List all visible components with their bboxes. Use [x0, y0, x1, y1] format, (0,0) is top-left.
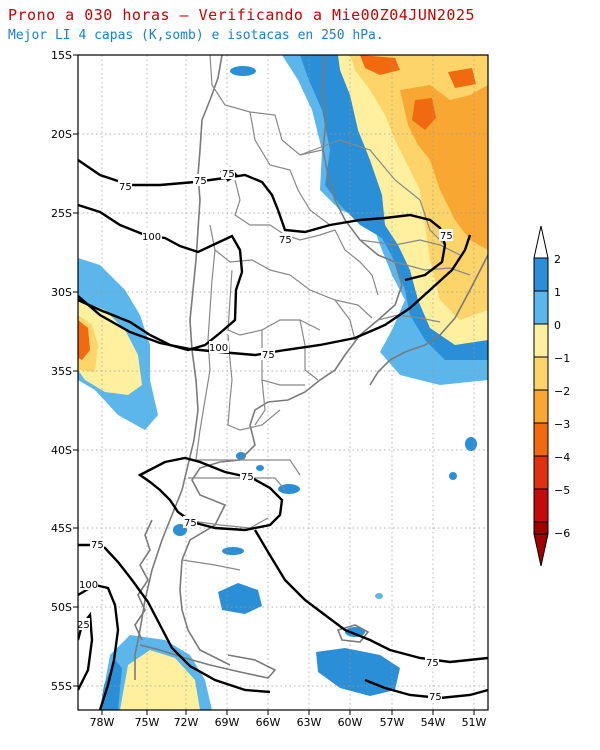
coastlines — [134, 55, 488, 680]
map-subtitle: Mejor LI 4 capas (K,somb) e isotacas en … — [8, 28, 384, 43]
shade-atl-spot1 — [316, 648, 400, 696]
shade-sw-paleyellow — [120, 650, 200, 710]
lon-label: 60W — [338, 716, 363, 729]
shade-ne-redorange2 — [412, 98, 436, 130]
map-area: 75 75 75 100 75 75 100 75 75 75 100 25 7… — [77, 55, 488, 710]
shade-ne-redorange — [360, 55, 400, 75]
isotach-label: 75 — [279, 235, 292, 246]
coast-east — [179, 55, 403, 666]
shade-spot6 — [278, 484, 300, 494]
colorbar-label: −6 — [554, 527, 570, 540]
coast-west — [134, 55, 223, 680]
isotach-label: 25 — [77, 620, 90, 631]
lon-label: 78W — [90, 716, 115, 729]
coast-brazil — [369, 254, 488, 386]
colorbar-swatch-1 — [533, 257, 549, 292]
colorbar-swatch-3 — [533, 323, 549, 358]
isotach-label: 75 — [429, 692, 442, 703]
colorbar-label: −5 — [554, 484, 570, 497]
lon-label: 75W — [135, 716, 160, 729]
colorbar-swatch-6 — [533, 422, 549, 457]
isotach-label: 75 — [426, 658, 439, 669]
isotach-label: 75 — [194, 176, 207, 187]
colorbar-swatch-4 — [533, 356, 549, 391]
isotach-label: 100 — [209, 343, 228, 354]
colorbar-label: −3 — [554, 418, 570, 431]
colorbar-swatch-9 — [533, 521, 549, 535]
isotach-label: 75 — [222, 169, 235, 180]
lat-label: 15S — [51, 49, 72, 62]
shade-spot12 — [345, 627, 365, 637]
shade-w-orange — [78, 320, 90, 360]
colorbar-label: −1 — [554, 352, 570, 365]
isotach-75-southeast2 — [364, 678, 488, 700]
colorbar-top-arrow — [533, 225, 549, 259]
lat-label: 25S — [51, 207, 72, 220]
colorbar-bottom-arrow — [533, 533, 549, 567]
lon-label: 66W — [256, 716, 281, 729]
coast-tierra — [139, 644, 277, 679]
shade-ne-redorange3 — [448, 68, 476, 88]
lon-label: 72W — [174, 716, 199, 729]
shade-spot10 — [230, 66, 256, 76]
map-frame — [77, 54, 489, 711]
isotach-label: 75 — [119, 182, 132, 193]
lat-label: 20S — [51, 128, 72, 141]
colorbar-label: 2 — [554, 253, 561, 266]
isotach-label: 75 — [440, 231, 453, 242]
lat-labels: 15S 20S 25S 30S 35S 40S 45S 50S 55S — [51, 49, 72, 693]
shade-sw-deepblue — [100, 660, 122, 710]
contour-labels: 75 75 75 100 75 75 100 75 75 75 100 25 7… — [77, 167, 453, 703]
colorbar-label: 0 — [554, 319, 561, 332]
lat-label: 50S — [51, 601, 72, 614]
lat-label: 45S — [51, 522, 72, 535]
isotach-75-patagonia — [137, 456, 284, 532]
isotach-label: 100 — [79, 580, 98, 591]
shade-spot4 — [236, 452, 246, 460]
shade-atl-spot2 — [218, 583, 262, 614]
axis-ticks — [73, 54, 475, 715]
lat-label: 40S — [51, 444, 72, 457]
isotach-label: 75 — [262, 350, 275, 361]
colorbar-swatch-8 — [533, 488, 549, 523]
shade-spot8 — [449, 472, 457, 480]
colorbar-label: 1 — [554, 286, 561, 299]
shade-spot7 — [465, 437, 477, 451]
shade-spot11 — [375, 593, 383, 599]
borders — [181, 55, 471, 571]
isotach-label: 75 — [184, 518, 197, 529]
lon-label: 69W — [215, 716, 240, 729]
colorbar-label: −2 — [554, 385, 570, 398]
colorbar-label: −4 — [554, 451, 570, 464]
lat-label: 35S — [51, 365, 72, 378]
colorbar: 2 1 0 −1 −2 −3 −4 −5 −6 — [533, 225, 570, 567]
colorbar-swatch-7 — [533, 455, 549, 490]
isotach-label: 75 — [91, 540, 104, 551]
colorbar-swatch-5 — [533, 389, 549, 424]
colorbar-swatch-2 — [533, 290, 549, 325]
shade-spot5 — [256, 465, 264, 471]
lat-label: 30S — [51, 286, 72, 299]
lon-label: 63W — [297, 716, 322, 729]
lon-label: 54W — [421, 716, 446, 729]
lon-labels: 78W 75W 72W 69W 66W 63W 60W 57W 54W 51W — [90, 716, 487, 729]
isotach-75-mid — [78, 234, 472, 357]
shade-spot3 — [222, 547, 244, 555]
lon-label: 51W — [462, 716, 487, 729]
lon-label: 57W — [380, 716, 405, 729]
lat-label: 55S — [51, 680, 72, 693]
isotach-label: 100 — [142, 232, 161, 243]
coast-fjords — [134, 519, 153, 641]
isotach-label: 75 — [241, 472, 254, 483]
map-title: Prono a 030 horas — Verificando a Mie00Z… — [8, 6, 476, 24]
